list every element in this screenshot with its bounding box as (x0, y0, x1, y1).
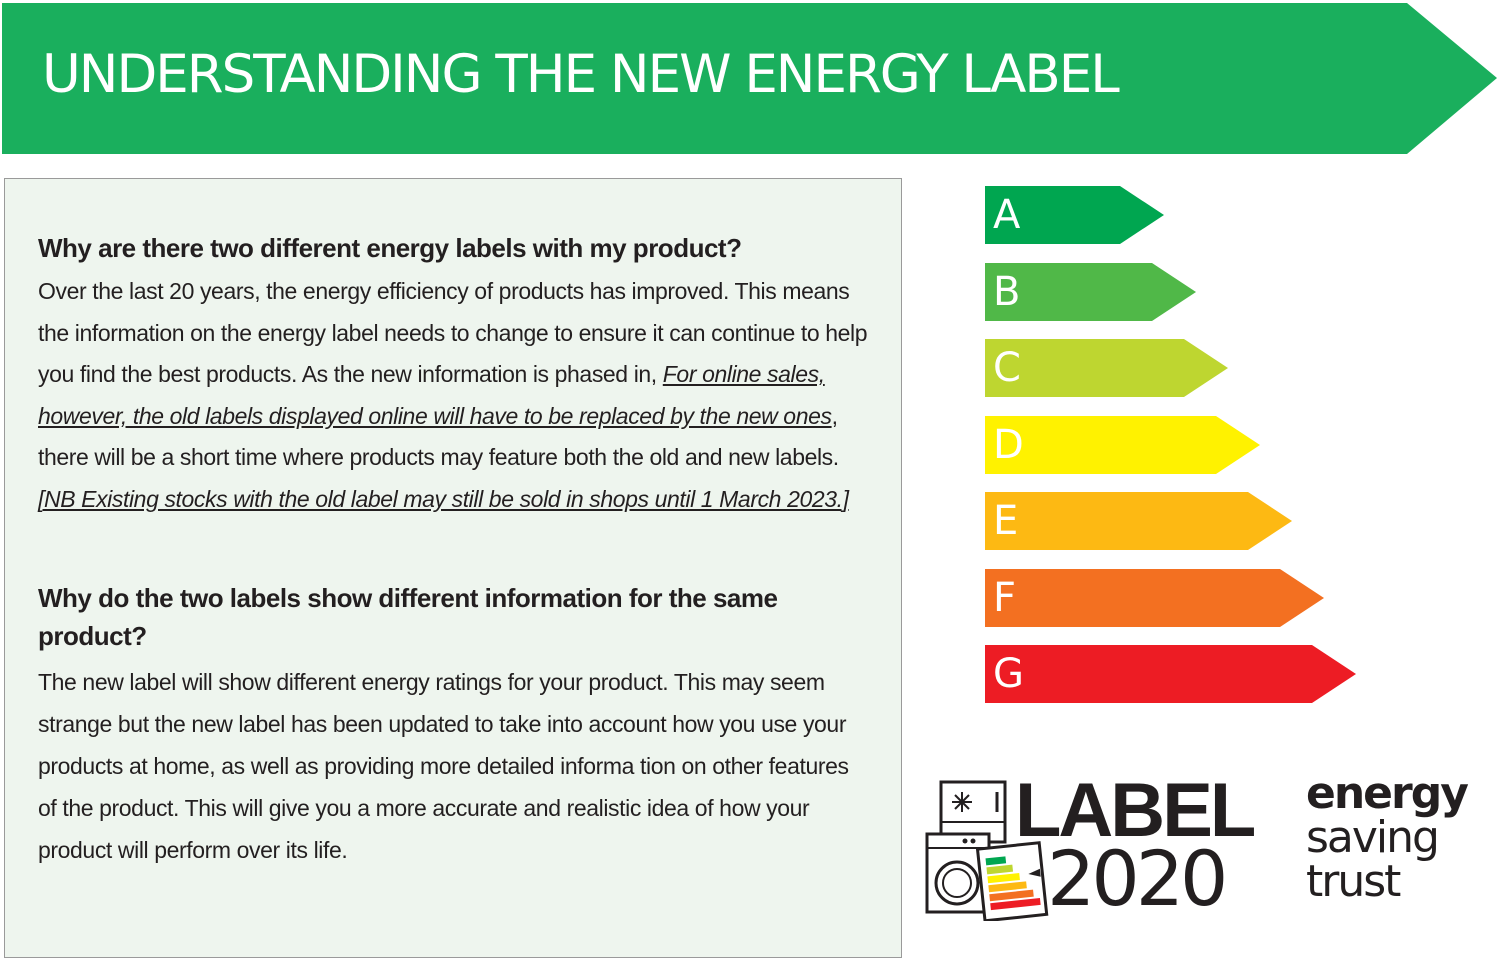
rating-letter: E (993, 498, 1019, 544)
energy-rating-scale: A B C D E F G (985, 186, 1365, 706)
appliances-energy-label-icon (925, 780, 1049, 921)
rating-arrow-a (985, 186, 1164, 244)
section-heading: Why are there two different energy label… (38, 233, 742, 263)
rating-arrow-f (985, 569, 1324, 627)
banner-arrow-shape (2, 3, 1497, 154)
title-banner: UNDERSTANDING THE NEW ENERGY LABEL (0, 0, 1500, 156)
rating-letter: B (993, 269, 1021, 315)
energy-saving-trust-logo: energy saving trust (1306, 772, 1496, 912)
paragraph-text: , there will be a short time where produ… (38, 402, 839, 471)
logo-line-energy: energy (1306, 768, 1469, 819)
banner-title: UNDERSTANDING THE NEW ENERGY LABEL (42, 44, 1120, 105)
rating-arrow-c (985, 339, 1228, 397)
logo-line-trust: trust (1306, 856, 1401, 907)
rating-letter: A (993, 192, 1021, 238)
underlined-note: [NB Existing stocks with the old label m… (38, 485, 849, 512)
rating-letter: G (993, 651, 1024, 697)
label-2020-logo: LABEL 2020 (925, 772, 1270, 923)
rating-letter: D (993, 422, 1024, 468)
section-heading: Why do the two labels show different inf… (38, 583, 778, 651)
logo-line-saving: saving (1306, 812, 1440, 863)
logo-word-label: LABEL (1015, 768, 1256, 853)
rating-arrow-b (985, 263, 1196, 321)
logo-year: 2020 (1047, 834, 1228, 923)
rating-arrow-d (985, 416, 1260, 474)
section-paragraph: The new label will show different energy… (38, 669, 849, 863)
underlined-note: For online sales, however, the old label… (38, 361, 832, 429)
rating-arrow-e (985, 492, 1292, 550)
paragraph-text: Over the last 20 years, the energy effic… (38, 278, 868, 387)
rating-letter: F (993, 575, 1017, 621)
rating-letter: C (993, 345, 1021, 391)
rating-arrow-g (985, 645, 1356, 703)
info-panel: Why are there two different energy label… (4, 178, 902, 958)
section-paragraph: Over the last 20 years, the energy effic… (38, 271, 868, 520)
